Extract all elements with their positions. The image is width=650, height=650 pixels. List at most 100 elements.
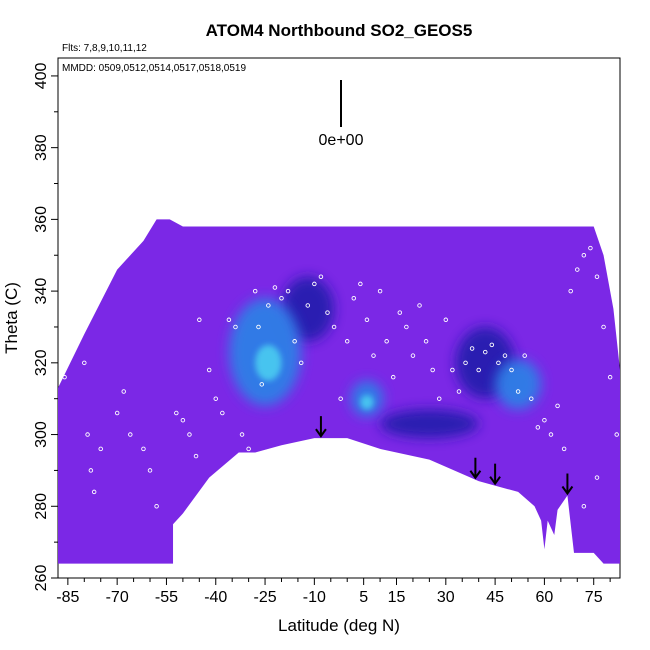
observation-point bbox=[502, 353, 508, 358]
observation-point bbox=[193, 453, 199, 459]
observation-point bbox=[91, 489, 97, 495]
y-tick-label: 260 bbox=[33, 565, 50, 592]
observation-point bbox=[390, 374, 396, 380]
x-tick-label: -10 bbox=[303, 589, 326, 606]
observation-point bbox=[515, 389, 521, 394]
chart-title: ATOM4 Northbound SO2_GEOS5 bbox=[206, 21, 473, 40]
observation-point bbox=[154, 504, 159, 509]
y-tick-label: 400 bbox=[33, 62, 50, 89]
observation-point bbox=[456, 389, 462, 394]
observation-point bbox=[483, 349, 488, 355]
x-axis: -85 -70 -55 -40 -25 -10 5 15 30 45 60 75 bbox=[56, 578, 611, 606]
observation-point bbox=[312, 281, 317, 287]
y-tick-label: 320 bbox=[33, 349, 50, 376]
observation-point bbox=[410, 353, 416, 358]
observation-point bbox=[114, 410, 120, 416]
high-concentration-region bbox=[380, 409, 479, 439]
observation-point bbox=[529, 396, 534, 401]
observation-point bbox=[206, 367, 212, 373]
x-tick-label: -70 bbox=[106, 589, 129, 606]
high-concentration-region bbox=[360, 395, 374, 410]
x-axis-label: Latitude (deg N) bbox=[278, 616, 400, 635]
observation-point bbox=[436, 396, 442, 401]
observation-point bbox=[443, 317, 449, 323]
observation-point bbox=[246, 446, 251, 452]
observation-point bbox=[233, 324, 238, 330]
observation-point bbox=[614, 432, 619, 437]
plot-area: MMDD: 0509,0512,0514,0517,0518,0519 0e+0… bbox=[57, 57, 621, 579]
concentration-field bbox=[58, 219, 620, 564]
observation-point bbox=[535, 425, 541, 430]
observation-point bbox=[325, 310, 330, 315]
observation-point bbox=[496, 360, 501, 366]
observation-point bbox=[75, 317, 80, 323]
dates-note: MMDD: 0509,0512,0514,0517,0518,0519 bbox=[62, 63, 246, 74]
observation-points bbox=[62, 245, 619, 523]
observation-point bbox=[128, 432, 133, 437]
field-region bbox=[58, 219, 620, 564]
observation-point bbox=[252, 288, 258, 294]
x-tick-label: 45 bbox=[486, 589, 504, 606]
observation-point bbox=[351, 296, 357, 301]
observation-point bbox=[568, 288, 573, 294]
observation-point bbox=[364, 317, 370, 323]
flights-note: Flts: 7,8,9,10,11,12 bbox=[62, 43, 147, 54]
observation-point bbox=[82, 360, 87, 366]
observation-point bbox=[450, 367, 455, 373]
observation-point bbox=[213, 396, 219, 401]
observation-point bbox=[417, 303, 422, 308]
x-tick-label: 75 bbox=[585, 589, 603, 606]
y-axis: 260 280 300 320 340 360 380 400 bbox=[33, 62, 58, 591]
y-tick-label: 380 bbox=[33, 134, 50, 161]
high-concentration-region bbox=[255, 344, 282, 381]
observation-point bbox=[358, 281, 363, 287]
observation-point bbox=[272, 285, 278, 290]
observation-point bbox=[279, 296, 284, 301]
marker-arrows bbox=[315, 416, 574, 496]
observation-point bbox=[305, 303, 311, 308]
x-tick-label: -55 bbox=[155, 589, 178, 606]
y-tick-label: 300 bbox=[33, 421, 50, 448]
observation-point bbox=[298, 360, 304, 366]
marker-arrow bbox=[469, 457, 482, 480]
y-axis-label: Theta (C) bbox=[2, 282, 21, 354]
observation-point bbox=[607, 374, 613, 380]
observation-point bbox=[88, 468, 94, 473]
observation-point bbox=[68, 339, 74, 344]
x-tick-label: -85 bbox=[56, 589, 79, 606]
observation-point bbox=[121, 389, 126, 394]
observation-point bbox=[344, 339, 350, 344]
observation-point bbox=[423, 339, 429, 344]
marker-arrow bbox=[315, 416, 327, 438]
observation-point bbox=[561, 518, 567, 523]
observation-point bbox=[594, 274, 600, 280]
observation-point bbox=[292, 339, 297, 344]
observation-point bbox=[588, 245, 593, 251]
observation-point bbox=[522, 353, 527, 358]
observation-point bbox=[463, 360, 468, 366]
y-tick-label: 340 bbox=[33, 278, 50, 305]
x-tick-label: -25 bbox=[253, 589, 276, 606]
x-tick-label: 15 bbox=[388, 589, 406, 606]
observation-point bbox=[285, 288, 291, 294]
observation-point bbox=[147, 468, 153, 473]
observation-point bbox=[548, 432, 554, 437]
observation-point bbox=[575, 267, 580, 272]
x-tick-label: 5 bbox=[359, 589, 368, 606]
observation-point bbox=[174, 410, 179, 416]
observation-point bbox=[180, 417, 186, 423]
observation-point bbox=[542, 417, 547, 423]
observation-point bbox=[371, 353, 376, 358]
high-concentration-region bbox=[495, 359, 542, 410]
observation-point bbox=[318, 274, 324, 280]
scale-label: 0e+00 bbox=[319, 132, 364, 149]
observation-point bbox=[220, 410, 225, 416]
marker-arrow bbox=[489, 463, 501, 486]
observation-point bbox=[197, 317, 202, 323]
observation-point bbox=[509, 367, 514, 373]
observation-point bbox=[85, 432, 90, 437]
observation-point bbox=[561, 446, 567, 452]
observation-point bbox=[226, 317, 232, 323]
observation-point bbox=[259, 382, 265, 387]
observation-point bbox=[331, 324, 337, 330]
